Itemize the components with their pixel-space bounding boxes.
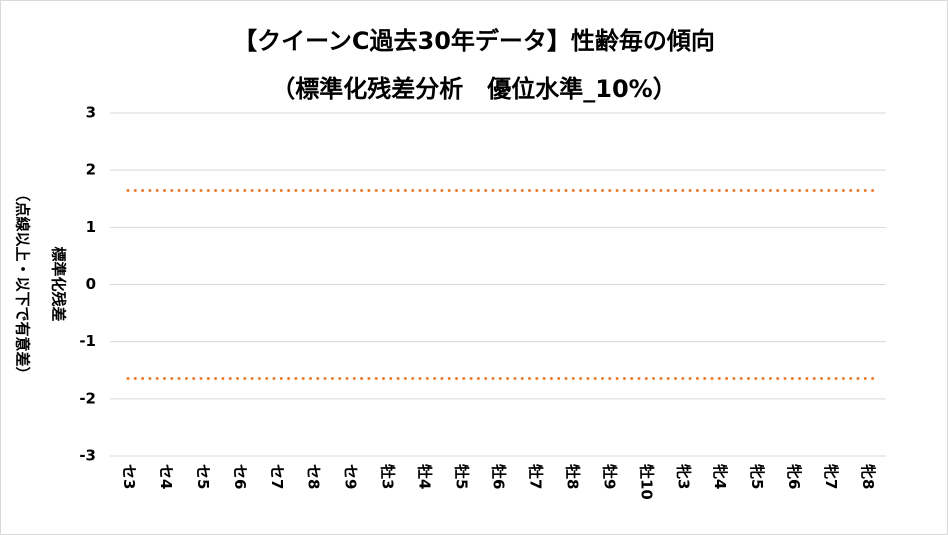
x-tick-label: 牡8 [563,464,581,489]
x-tick-label: セ3 [120,464,138,489]
y-tick-label: 1 [86,218,96,236]
x-tick-label: 牝7 [822,464,840,489]
y-tick-label: 2 [86,161,96,179]
x-tick-label: 牡4 [416,464,434,489]
x-tick-label: 牝6 [785,464,803,489]
chart-title: 【クイーンC過去30年データ】性齢毎の傾向 [233,27,715,55]
x-tick-label: 牝3 [674,464,692,489]
x-tick-label: 牡10 [637,464,655,500]
x-tick-label: 牡5 [453,464,471,489]
y-tick-label: -3 [79,447,96,465]
x-tick-label: 牡7 [526,464,544,489]
x-tick-label: セ9 [342,464,360,489]
y-axis-title: （点線以上・以下で有意差） [14,186,32,381]
y-tick-label: 3 [86,104,96,122]
y-axis-title: 標準化残差 [50,246,68,321]
x-tick-label: セ7 [268,464,286,489]
x-tick-label: 牡3 [379,464,397,489]
x-tick-label: セ4 [157,464,175,489]
y-tick-label: -2 [79,389,96,407]
x-tick-label: 牝4 [711,464,729,489]
y-tick-label: 0 [86,275,96,293]
x-tick-label: 牝5 [748,464,766,489]
chart-subtitle: （標準化残差分析 優位水準_10%） [271,75,676,103]
x-tick-label: 牡9 [600,464,618,489]
x-tick-label: セ6 [231,464,249,489]
x-tick-label: セ8 [305,464,323,489]
x-tick-label: セ5 [194,464,212,489]
x-tick-label: 牡6 [490,464,508,489]
y-tick-label: -1 [79,332,96,350]
x-tick-label: 牝8 [859,464,877,489]
